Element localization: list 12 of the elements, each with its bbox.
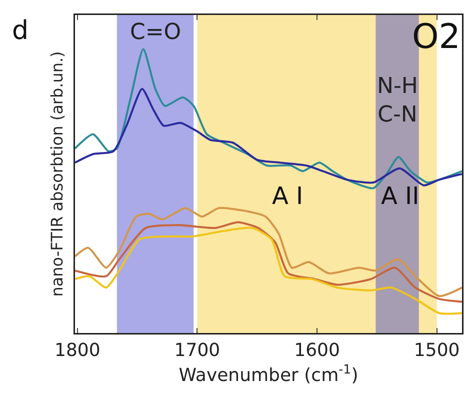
- x-tick-label: 1500: [414, 340, 460, 362]
- y-axis-title: nano-FTIR absorbtion (arb.un.): [48, 51, 67, 297]
- x-axis-title: Wavenumber (cm$^{-1}$): [178, 361, 358, 386]
- text: d: [12, 16, 29, 46]
- annotation: O2: [412, 17, 460, 57]
- annotation: A I: [272, 182, 304, 210]
- x-tick-label: 1700: [174, 340, 220, 362]
- annotation: A II: [381, 182, 420, 210]
- x-tick-label: 1800: [54, 340, 100, 362]
- band-label: C=O: [130, 20, 182, 45]
- x-tick-label: 1600: [294, 340, 340, 362]
- band-label: N-H C-N: [377, 74, 418, 128]
